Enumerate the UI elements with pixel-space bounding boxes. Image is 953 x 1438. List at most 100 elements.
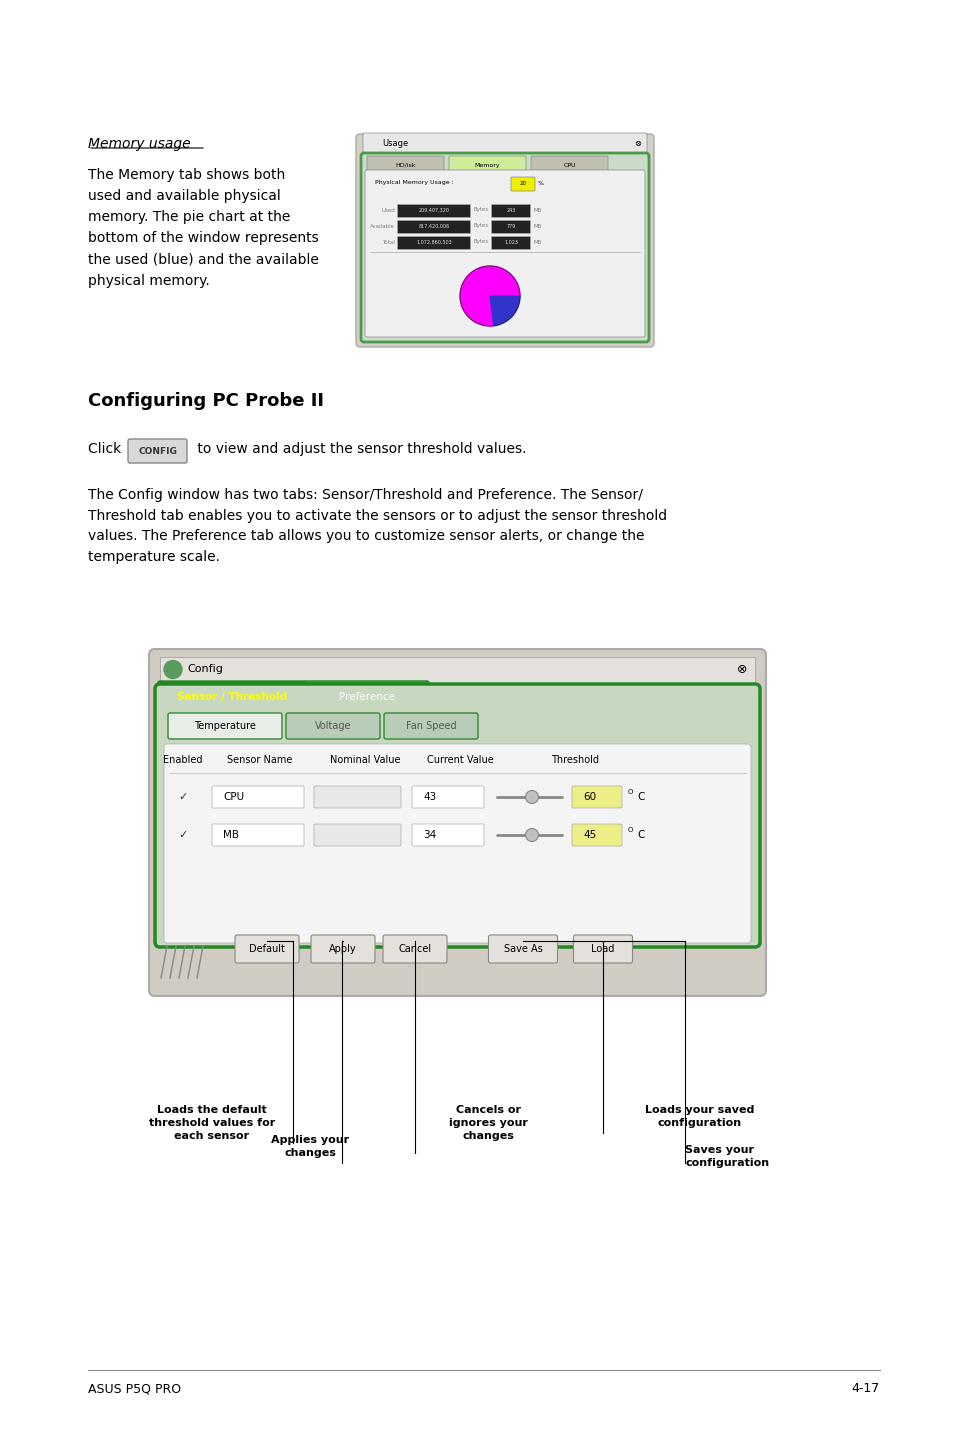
Text: Loads the default
threshold values for
each sensor: Loads the default threshold values for e…	[149, 1104, 274, 1142]
Circle shape	[525, 828, 537, 841]
FancyBboxPatch shape	[491, 236, 530, 250]
Text: 1,072,860,503: 1,072,860,503	[416, 240, 452, 244]
FancyBboxPatch shape	[128, 439, 187, 463]
FancyBboxPatch shape	[365, 170, 644, 336]
Text: ✓: ✓	[178, 792, 188, 802]
Text: 209,407,320: 209,407,320	[418, 207, 449, 213]
Text: Threshold: Threshold	[551, 755, 598, 765]
Text: O: O	[627, 827, 633, 833]
FancyBboxPatch shape	[491, 220, 530, 233]
FancyBboxPatch shape	[154, 684, 760, 948]
FancyBboxPatch shape	[572, 787, 621, 808]
Text: 60: 60	[582, 792, 596, 802]
FancyBboxPatch shape	[212, 787, 304, 808]
Text: Voltage: Voltage	[314, 720, 351, 731]
FancyBboxPatch shape	[363, 132, 646, 152]
Circle shape	[164, 660, 182, 679]
Text: MB: MB	[533, 207, 540, 213]
Text: to view and adjust the sensor threshold values.: to view and adjust the sensor threshold …	[193, 441, 526, 456]
Text: Click: Click	[88, 441, 126, 456]
Text: Bytes: Bytes	[473, 223, 488, 229]
Text: Nominal Value: Nominal Value	[330, 755, 400, 765]
Text: 34: 34	[422, 830, 436, 840]
FancyBboxPatch shape	[164, 743, 750, 943]
Text: CPU: CPU	[223, 792, 244, 802]
FancyBboxPatch shape	[367, 155, 443, 174]
Text: Sensor / Threshold: Sensor / Threshold	[177, 692, 287, 702]
FancyBboxPatch shape	[305, 682, 429, 710]
FancyBboxPatch shape	[314, 787, 400, 808]
Text: 4-17: 4-17	[851, 1382, 879, 1395]
FancyBboxPatch shape	[212, 824, 304, 846]
Text: Fan Speed: Fan Speed	[405, 720, 456, 731]
Text: 45: 45	[582, 830, 596, 840]
FancyBboxPatch shape	[314, 824, 400, 846]
Text: Physical Memory Usage :: Physical Memory Usage :	[375, 180, 454, 186]
FancyBboxPatch shape	[397, 220, 470, 233]
Text: Default: Default	[249, 943, 285, 953]
Text: Config: Config	[187, 664, 223, 674]
FancyBboxPatch shape	[311, 935, 375, 963]
Text: Current Value: Current Value	[426, 755, 493, 765]
Text: The Config window has two tabs: Sensor/Threshold and Preference. The Sensor/
Thr: The Config window has two tabs: Sensor/T…	[88, 487, 666, 564]
Text: 243: 243	[506, 207, 516, 213]
FancyBboxPatch shape	[168, 713, 282, 739]
Circle shape	[525, 791, 537, 804]
FancyBboxPatch shape	[384, 713, 477, 739]
FancyBboxPatch shape	[449, 155, 525, 174]
FancyBboxPatch shape	[149, 649, 765, 997]
Text: Temperature: Temperature	[193, 720, 255, 731]
FancyBboxPatch shape	[573, 935, 632, 963]
Text: C: C	[637, 792, 643, 802]
Text: Enabled: Enabled	[163, 755, 203, 765]
FancyBboxPatch shape	[360, 152, 648, 342]
FancyBboxPatch shape	[286, 713, 379, 739]
FancyBboxPatch shape	[412, 787, 483, 808]
Text: MB: MB	[533, 240, 540, 244]
Text: Applies your
changes: Applies your changes	[271, 1135, 349, 1158]
Text: C: C	[637, 830, 643, 840]
Text: ⊗: ⊗	[634, 139, 640, 148]
Text: Memory: Memory	[475, 162, 499, 167]
Text: 20: 20	[519, 181, 526, 186]
FancyBboxPatch shape	[531, 155, 607, 174]
Text: Sensor Name: Sensor Name	[227, 755, 293, 765]
FancyBboxPatch shape	[412, 824, 483, 846]
Text: O: O	[627, 789, 633, 795]
Text: Preference: Preference	[338, 692, 395, 702]
Text: ⊗: ⊗	[736, 663, 746, 676]
FancyBboxPatch shape	[158, 682, 307, 710]
Text: Saves your
configuration: Saves your configuration	[684, 1145, 768, 1168]
Text: The Memory tab shows both
used and available physical
memory. The pie chart at t: The Memory tab shows both used and avail…	[88, 168, 318, 288]
FancyBboxPatch shape	[491, 204, 530, 217]
Text: Cancels or
ignores your
changes: Cancels or ignores your changes	[448, 1104, 527, 1142]
FancyBboxPatch shape	[397, 204, 470, 217]
Text: Load: Load	[591, 943, 614, 953]
Bar	[160, 657, 754, 683]
Text: 1,023: 1,023	[503, 240, 517, 244]
FancyBboxPatch shape	[355, 134, 654, 347]
Text: %: %	[537, 181, 543, 186]
Text: Total: Total	[382, 240, 395, 244]
Text: Used: Used	[381, 207, 395, 213]
Text: ASUS P5Q PRO: ASUS P5Q PRO	[88, 1382, 181, 1395]
FancyBboxPatch shape	[511, 177, 535, 191]
FancyBboxPatch shape	[488, 935, 557, 963]
FancyBboxPatch shape	[397, 236, 470, 250]
Text: MB: MB	[223, 830, 239, 840]
FancyBboxPatch shape	[572, 824, 621, 846]
Text: CONFIG: CONFIG	[138, 447, 176, 456]
Text: MB: MB	[533, 223, 540, 229]
Text: Usage: Usage	[381, 139, 408, 148]
Text: Save As: Save As	[503, 943, 542, 953]
Text: Cancel: Cancel	[398, 943, 431, 953]
Text: CPU: CPU	[562, 162, 576, 167]
Text: 779: 779	[506, 223, 515, 229]
Text: Bytes: Bytes	[473, 207, 488, 213]
Text: Configuring PC Probe II: Configuring PC Probe II	[88, 393, 324, 410]
Text: Bytes: Bytes	[473, 240, 488, 244]
FancyBboxPatch shape	[382, 935, 447, 963]
Text: Loads your saved
configuration: Loads your saved configuration	[644, 1104, 754, 1129]
Text: HD/isk: HD/isk	[395, 162, 416, 167]
FancyBboxPatch shape	[234, 935, 298, 963]
